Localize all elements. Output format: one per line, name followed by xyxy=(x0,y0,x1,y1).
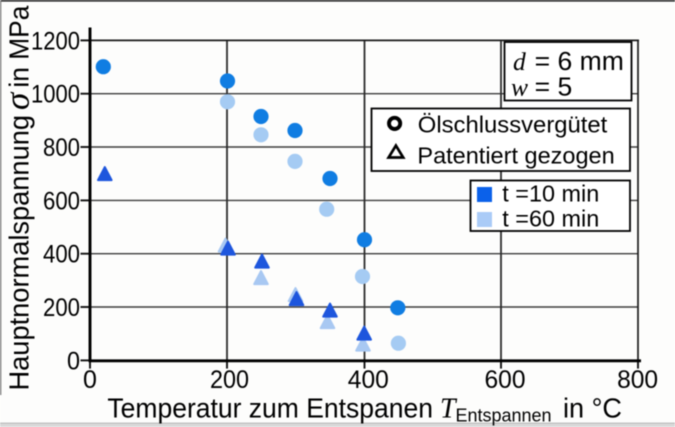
svg-text:600: 600 xyxy=(485,366,526,394)
svg-text:800: 800 xyxy=(617,366,658,394)
svg-text:400: 400 xyxy=(348,366,389,394)
svg-text:d: d xyxy=(513,47,526,76)
svg-text:Temperatur zum Entspanen: Temperatur zum Entspanen xyxy=(107,393,433,424)
svg-text:= 6 mm: = 6 mm xyxy=(535,48,624,76)
svg-text:t =10 min: t =10 min xyxy=(502,181,599,207)
svg-text:0: 0 xyxy=(83,366,97,394)
svg-text:0: 0 xyxy=(67,347,80,375)
svg-text:200: 200 xyxy=(43,294,80,322)
svg-text:200: 200 xyxy=(210,366,249,394)
svg-text:σ: σ xyxy=(0,91,37,110)
svg-text:1000: 1000 xyxy=(31,81,80,109)
svg-text:w: w xyxy=(511,73,528,102)
svg-text:in °C: in °C xyxy=(563,393,622,424)
svg-text:Ölschlussvergütet: Ölschlussvergütet xyxy=(418,112,608,138)
svg-text:400: 400 xyxy=(43,241,80,269)
svg-text:Hauptnormalspannung: Hauptnormalspannung xyxy=(4,115,35,391)
svg-text:800: 800 xyxy=(43,134,80,162)
svg-text:Entspannen: Entspannen xyxy=(456,405,552,426)
svg-text:t =60 min: t =60 min xyxy=(502,206,599,232)
svg-text:= 5: = 5 xyxy=(535,74,573,102)
svg-text:in MPa: in MPa xyxy=(4,5,35,87)
svg-text:Patentiert gezogen: Patentiert gezogen xyxy=(417,143,614,169)
svg-text:1200: 1200 xyxy=(31,27,80,55)
svg-text:600: 600 xyxy=(43,187,80,215)
svg-text:T: T xyxy=(440,394,458,425)
